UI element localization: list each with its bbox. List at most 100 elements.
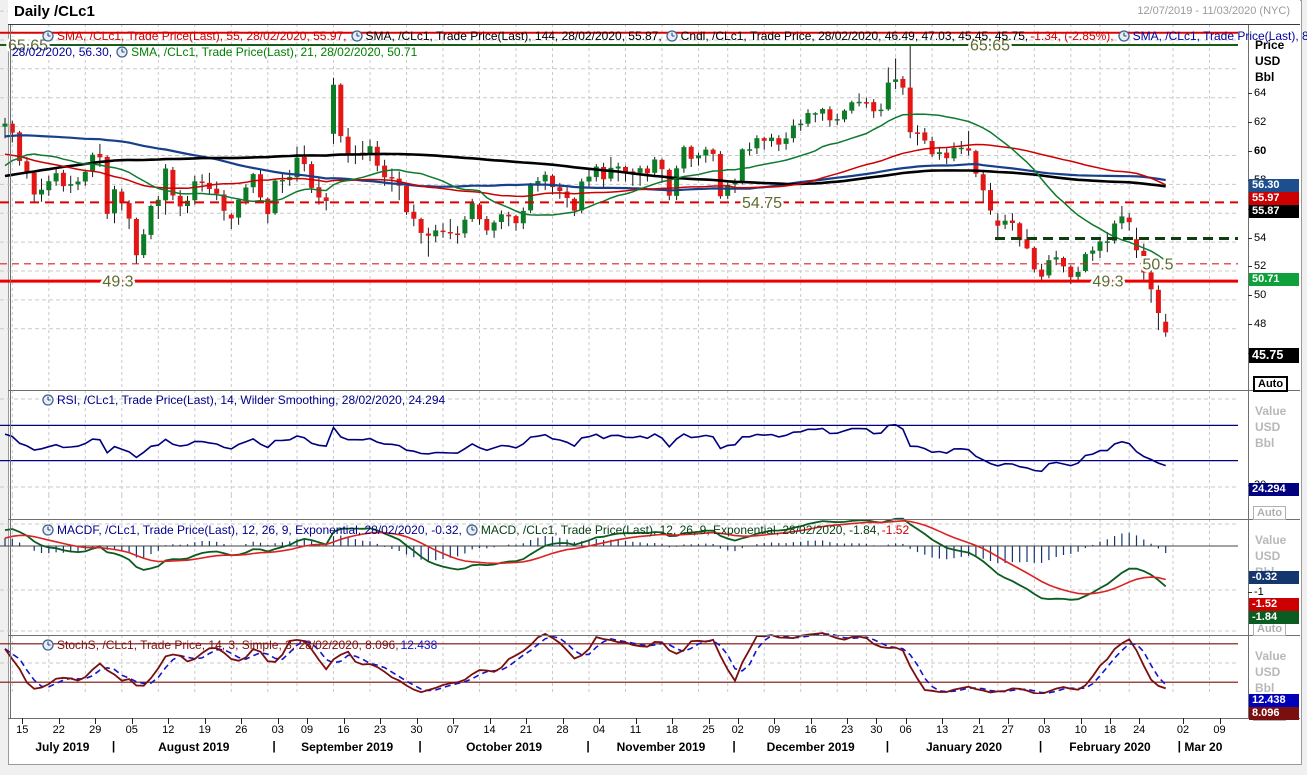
legend-text: SMA, /CLc1, Trade Price(Last), 55, 28/02… bbox=[57, 29, 347, 43]
time-axis-day-label[interactable]: 14 bbox=[483, 724, 496, 736]
axis-value-badge: 8.096 bbox=[1249, 706, 1299, 720]
month-separator: | bbox=[272, 739, 276, 753]
indicator-clock-icon[interactable] bbox=[466, 524, 478, 536]
time-axis-tick bbox=[22, 718, 24, 724]
indicator-clock-icon[interactable] bbox=[42, 639, 54, 651]
time-axis-tick bbox=[847, 718, 849, 724]
time-axis-tick bbox=[204, 718, 206, 724]
time-axis-month-label[interactable]: December 2019 bbox=[766, 740, 855, 754]
time-axis-month-label[interactable]: February 2020 bbox=[1069, 740, 1151, 754]
indicator-clock-icon[interactable] bbox=[42, 524, 54, 536]
time-axis-month-label[interactable]: August 2019 bbox=[158, 740, 230, 754]
time-axis-day-label[interactable]: 03 bbox=[271, 724, 284, 736]
time-axis-day-label[interactable]: 02 bbox=[731, 724, 744, 736]
macd-histogram bbox=[4, 532, 1167, 564]
time-axis-day-label[interactable]: 04 bbox=[592, 724, 606, 736]
indicator-clock-icon[interactable] bbox=[666, 30, 678, 42]
time-axis-day-label[interactable]: 07 bbox=[446, 724, 460, 736]
time-axis-day-label[interactable]: 22 bbox=[52, 724, 65, 736]
auto-button-macd[interactable]: Auto bbox=[1253, 622, 1287, 636]
panel-separator-1 bbox=[8, 519, 1300, 520]
time-axis-month-label[interactable]: October 2019 bbox=[466, 740, 543, 754]
time-axis-tick bbox=[737, 718, 739, 724]
time-axis-day-label[interactable]: 19 bbox=[198, 724, 211, 736]
time-axis-day-label[interactable]: 02 bbox=[1176, 724, 1190, 736]
macd-panel[interactable] bbox=[0, 495, 1238, 611]
time-axis-day-label[interactable]: 28 bbox=[556, 724, 569, 736]
time-axis-tick bbox=[1110, 718, 1111, 724]
sma-21-line bbox=[4, 113, 1167, 262]
time-axis-day-label[interactable]: 18 bbox=[1103, 724, 1117, 736]
price-legend-line1: SMA, /CLc1, Trade Price(Last), 55, 28/02… bbox=[40, 29, 1307, 43]
time-axis-day-label[interactable]: 03 bbox=[1038, 724, 1051, 736]
time-axis-tick bbox=[58, 718, 60, 724]
time-axis-day-label[interactable]: 18 bbox=[665, 724, 679, 736]
time-axis-tick bbox=[1007, 718, 1009, 724]
axis-value-badge: 24.294 bbox=[1249, 482, 1299, 496]
time-axis-day-label[interactable]: 30 bbox=[870, 724, 883, 736]
time-axis-day-label[interactable]: 13 bbox=[935, 724, 949, 736]
rsi-legend: RSI, /CLc1, Trade Price(Last), 14, Wilde… bbox=[40, 393, 447, 407]
indicator-clock-icon[interactable] bbox=[116, 46, 128, 58]
rsi-panel[interactable] bbox=[0, 366, 1238, 495]
time-axis-day-label[interactable]: 23 bbox=[841, 724, 854, 736]
time-axis-day-label[interactable]: 15 bbox=[16, 724, 29, 736]
time-axis-day-label[interactable]: 05 bbox=[125, 724, 138, 736]
month-separator: | bbox=[586, 739, 590, 753]
time-axis-day-label[interactable]: 26 bbox=[235, 724, 248, 736]
time-axis-tick bbox=[343, 718, 345, 724]
time-axis-month-label[interactable]: Mar 20 bbox=[1184, 740, 1223, 754]
time-axis-tick bbox=[562, 718, 564, 724]
time-axis-day-label[interactable]: 16 bbox=[337, 724, 350, 736]
time-axis-month-label[interactable]: January 2020 bbox=[925, 740, 1003, 754]
time-axis-day-label[interactable]: 09 bbox=[300, 724, 314, 736]
time-axis-day-label[interactable]: 16 bbox=[804, 724, 817, 736]
axis-tick-mark bbox=[1248, 295, 1252, 296]
chart-title: Daily /CLc1 bbox=[14, 3, 95, 20]
indicator-clock-icon[interactable] bbox=[350, 30, 363, 42]
frame-plot-right-border bbox=[1248, 24, 1249, 718]
time-axis-tick bbox=[526, 718, 527, 724]
auto-button-main[interactable]: Auto bbox=[1253, 376, 1289, 392]
panel-separator-0 bbox=[8, 390, 1300, 391]
candles-group bbox=[2, 45, 1169, 337]
time-axis-month-label[interactable]: July 2019 bbox=[35, 740, 90, 754]
indicator-clock-icon[interactable] bbox=[42, 394, 54, 406]
time-axis-month-label[interactable]: September 2019 bbox=[301, 740, 394, 754]
time-axis-day-label[interactable]: 09 bbox=[1213, 724, 1226, 736]
indicator-clock-icon[interactable] bbox=[42, 30, 54, 42]
panel-separator-2 bbox=[8, 635, 1300, 636]
time-axis-day-label[interactable]: 29 bbox=[89, 724, 102, 736]
time-axis-day-label[interactable]: 25 bbox=[702, 724, 715, 736]
time-axis-tick bbox=[774, 718, 776, 724]
annotation-label: 49.3 bbox=[102, 274, 133, 291]
time-axis-day-label[interactable]: 11 bbox=[629, 724, 642, 736]
axis-unit-label: Price bbox=[1255, 38, 1285, 52]
axis-tick-label: 52 bbox=[1254, 260, 1267, 272]
time-axis-tick bbox=[905, 718, 907, 724]
stoch-chart-svg[interactable] bbox=[0, 611, 1238, 694]
legend-text: -1.34, (-2.85%), bbox=[1030, 29, 1114, 43]
time-axis-day-label[interactable]: 09 bbox=[768, 724, 781, 736]
annotation-label: 65.65 bbox=[8, 38, 48, 55]
time-axis-day-label[interactable]: 21 bbox=[972, 724, 985, 736]
time-axis-day-label[interactable]: 06 bbox=[899, 724, 912, 736]
time-axis-day-label[interactable]: 27 bbox=[1001, 724, 1014, 736]
time-axis-month-label[interactable]: November 2019 bbox=[616, 740, 706, 754]
auto-button-rsi[interactable]: Auto bbox=[1253, 506, 1287, 520]
rsi-chart-svg[interactable] bbox=[0, 366, 1238, 495]
stoch-k-line bbox=[4, 632, 1166, 694]
axis-value-badge: -0.32 bbox=[1249, 570, 1299, 584]
time-axis-day-label[interactable]: 23 bbox=[373, 724, 387, 736]
stoch-panel[interactable] bbox=[0, 611, 1238, 694]
axis-value-badge: 55.97 bbox=[1249, 191, 1299, 205]
legend-text: SMA, /CLc1, Trade Price(Last), 21, 28/02… bbox=[131, 45, 418, 59]
time-axis-day-label[interactable]: 30 bbox=[410, 724, 423, 736]
macd-chart-svg[interactable] bbox=[0, 495, 1238, 611]
indicator-clock-icon[interactable] bbox=[1117, 30, 1130, 42]
time-axis-day-label[interactable]: 24 bbox=[1133, 724, 1146, 736]
time-axis-day-label[interactable]: 21 bbox=[519, 724, 533, 736]
time-axis-day-label[interactable]: 12 bbox=[162, 724, 175, 736]
time-axis-day-label[interactable]: 10 bbox=[1074, 724, 1087, 736]
